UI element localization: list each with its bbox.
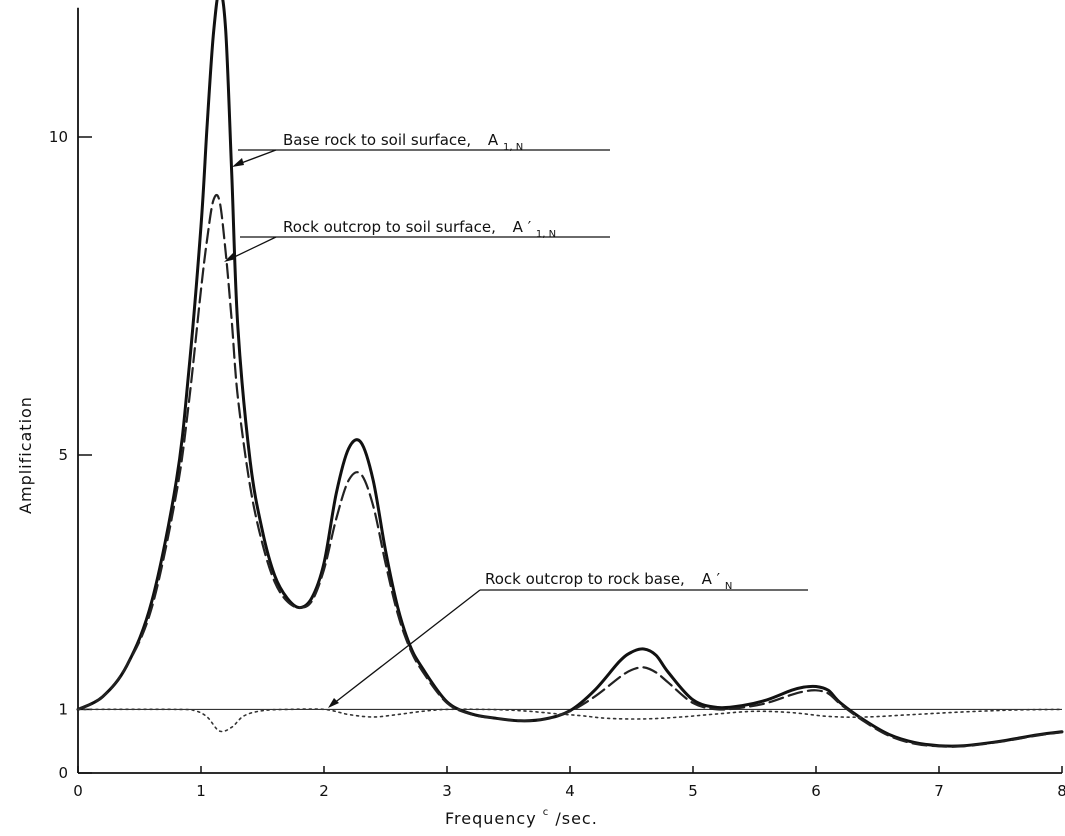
annotation-prime: ′ [717,570,721,588]
series-layer [76,0,1064,748]
annotation-subscript: N [725,581,732,592]
axes [77,7,1063,774]
leader-arrow-line-3 [332,589,481,705]
annotation-subscript: 1, N [503,142,523,153]
x-axis-label: Frequency c /sec. [445,800,598,828]
leader-arrow-line-2 [227,236,277,261]
y-tick-label: 5 [58,446,68,464]
y-tick-label: 0 [58,764,68,782]
svg-text:Base rock to soil surface,: Base rock to soil surface, A 1, N [283,131,523,153]
x-tick-label: 5 [688,782,698,800]
y-tick-label: 1 [58,700,68,718]
y-axis-label: Amplification [16,396,35,514]
series-line-solid [76,0,1064,748]
annotation-text: Rock outcrop to rock base, [485,570,685,588]
x-tick-label: 7 [934,782,944,800]
x-tick-label: 8 [1057,782,1065,800]
series-line-dotted [77,708,1063,733]
arrowhead-3 [328,698,339,708]
annotation-subscript: 1, N [536,229,556,240]
annotation-text: Rock outcrop to soil surface, [283,218,496,236]
annotation-base-rock-to-soil: Base rock to soil surface, A 1, N [283,131,523,153]
x-axis-unit-superscript: c [543,807,550,818]
annotation-symbol: A [513,218,524,236]
annotation-symbol: A [488,131,499,149]
svg-text:Rock outcrop to soil surface,: Rock outcrop to soil surface, A ′ 1, N [283,218,556,240]
annotation-text: Base rock to soil surface, [283,131,471,149]
x-tick-label: 1 [196,782,206,800]
svg-text:Rock outcrop to rock base,: Rock outcrop to rock base, A ′ N [485,570,732,592]
annotation-rock-outcrop-to-soil: Rock outcrop to soil surface, A ′ 1, N [283,218,556,240]
annotation-leaders [224,149,808,708]
arrowhead-1 [232,158,244,167]
arrowhead-2 [224,253,236,262]
x-axis-unit: /sec. [555,809,597,828]
x-tick-label: 2 [319,782,329,800]
x-tick-label: 4 [565,782,575,800]
annotation-rock-outcrop-to-rock-base: Rock outcrop to rock base, A ′ N [485,570,732,592]
annotation-symbol: A [702,570,713,588]
x-tick-label: 6 [811,782,821,800]
tick-labels: 0 1 2 3 4 5 6 7 8 0 1 5 10 [49,128,1065,800]
x-tick-label: 3 [442,782,452,800]
series-line-dashed [76,193,1064,748]
annotation-prime: ′ [528,218,532,236]
x-tick-label: 0 [73,782,83,800]
x-axis-label-name: Frequency [445,809,537,828]
y-tick-label: 10 [49,128,68,146]
